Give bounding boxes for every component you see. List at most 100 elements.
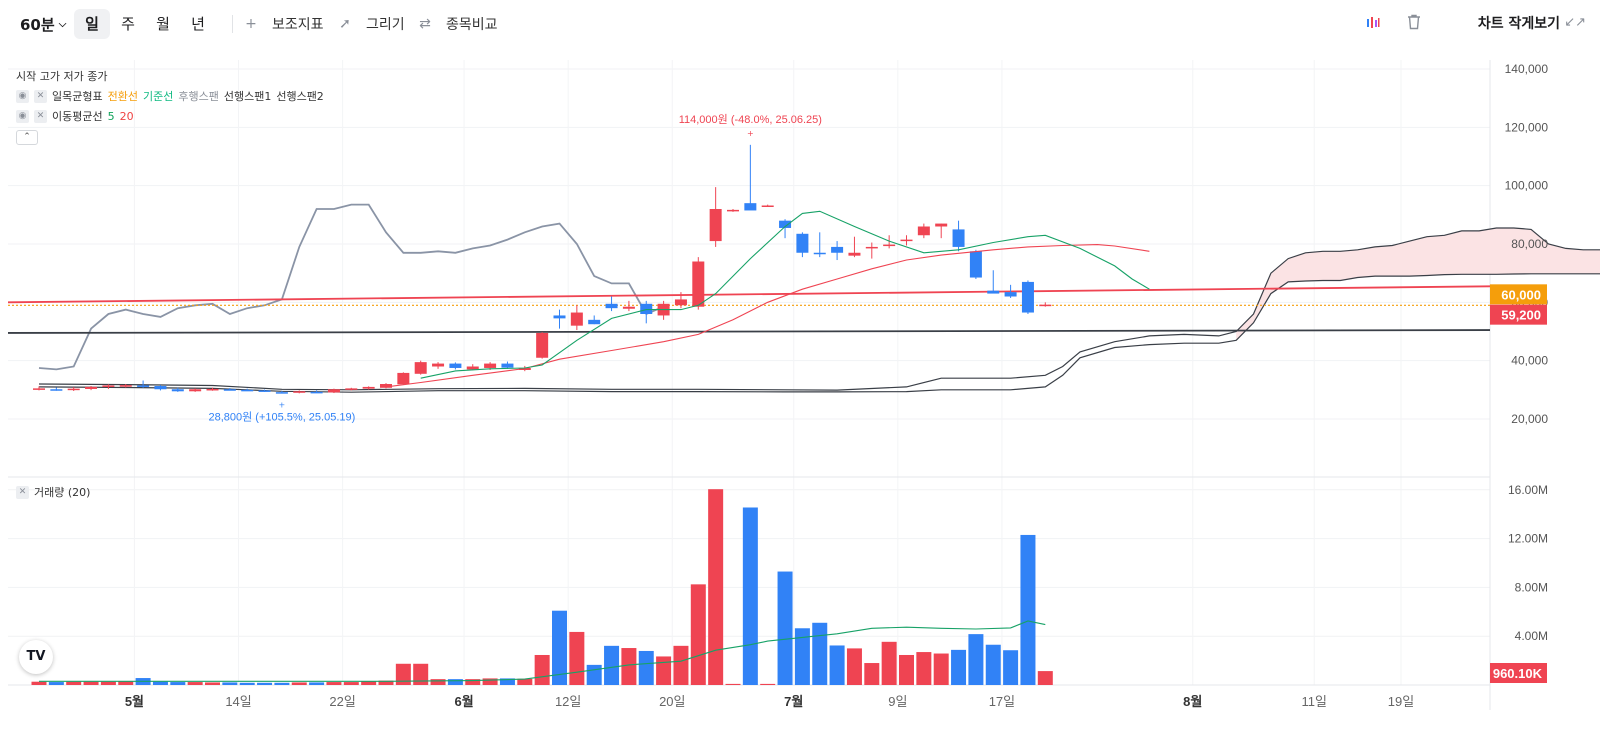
volume-bar: [378, 680, 394, 685]
volume-bar: [604, 645, 620, 685]
red-trend-line: [7, 285, 1491, 304]
candle-body: [935, 223, 948, 227]
candle-body: [50, 389, 63, 391]
chart-shrink-button[interactable]: 차트 작게보기: [1477, 16, 1560, 32]
volume-tag-bg: [1490, 663, 1547, 683]
chevron-down-icon: ⌵: [58, 18, 67, 30]
candle-body: [640, 303, 653, 314]
volume-bar: [846, 648, 862, 685]
candle-body: [900, 239, 913, 242]
compare-button[interactable]: ⇄ 종목비교: [418, 12, 498, 36]
volume-bar: [343, 682, 359, 685]
volume-tick-label: 12.00M: [1508, 532, 1548, 546]
candles: [33, 144, 1052, 394]
volume-bar: [656, 656, 672, 685]
volume-bar: [985, 644, 1001, 685]
volume-bar: [517, 678, 533, 685]
candle-body: [674, 299, 687, 306]
close-icon[interactable]: ✕: [34, 89, 47, 103]
candle-body: [449, 363, 462, 368]
volume-bar: [222, 682, 238, 685]
candle-body: [779, 220, 792, 228]
indicator-bars-icon[interactable]: [1364, 14, 1382, 34]
volume-legend: ✕ 거래량 (20): [16, 484, 95, 500]
ma20-line: [385, 244, 1150, 388]
candle-body: [1004, 292, 1017, 297]
volume-bar: [638, 650, 654, 685]
volume-bar: [534, 654, 550, 685]
low-price-annotation: 28,800원 (+105.5%, 25.05.19): [208, 410, 355, 423]
candle-body: [275, 392, 288, 394]
period-week-tab[interactable]: 주: [121, 15, 135, 33]
volume-bar: [586, 664, 602, 685]
candle-body: [987, 290, 1000, 294]
period-year-tab[interactable]: 년: [191, 15, 205, 33]
time-tick-label: 8월: [1183, 694, 1202, 709]
candle-body: [67, 388, 80, 391]
candle-body: [761, 205, 774, 207]
volume-bar: [794, 628, 810, 685]
volume-bar: [621, 648, 637, 685]
volume-label: 거래량 (20): [34, 486, 91, 499]
candle-body: [380, 384, 392, 388]
price-tick-label: 40,000: [1511, 354, 1548, 368]
candle-body: [865, 246, 878, 249]
legend-collapse-button[interactable]: ⌃: [16, 130, 38, 145]
draw-button[interactable]: ➚ 그리기: [338, 12, 405, 36]
pencil-icon: ➚: [339, 16, 351, 32]
period-month-tab[interactable]: 월: [156, 15, 170, 33]
candle-body: [952, 229, 965, 247]
volume-bar: [1037, 671, 1053, 685]
candle-body: [102, 385, 115, 387]
candle-body: [414, 362, 427, 374]
volume-bar: [916, 652, 932, 685]
period-day-tab[interactable]: 일: [74, 9, 110, 39]
compare-label: 종목비교: [446, 17, 498, 33]
volume-bar: [968, 634, 984, 685]
volume-bar: [777, 571, 793, 685]
shrink-icon[interactable]: ↙↗: [1564, 15, 1586, 30]
trash-icon[interactable]: [1405, 14, 1423, 34]
close-icon[interactable]: ✕: [34, 109, 47, 123]
time-tick-label: 14일: [225, 694, 251, 709]
high-marker: +: [747, 129, 754, 138]
candle-body: [727, 209, 739, 212]
price-tag-label: 60,000: [1501, 287, 1541, 302]
time-tick-label: 5월: [125, 694, 144, 709]
volume-bar: [413, 663, 429, 685]
dark-trend-line: [7, 329, 1491, 334]
volume-bar: [725, 683, 741, 685]
volume-bar: [395, 663, 411, 685]
close-icon[interactable]: ✕: [16, 485, 29, 499]
volume-bar: [430, 679, 446, 685]
candle-body: [831, 246, 844, 253]
ichimoku-conversion-label: 전환선: [107, 90, 138, 103]
time-tick-label: 6월: [454, 694, 473, 709]
ichimoku-legend: ◉ ✕ 일목균형표 전환선 기준선 후행스팬 선행스팬1 선행스팬2: [16, 88, 329, 104]
volume-bar: [170, 682, 186, 685]
eye-icon[interactable]: ◉: [16, 89, 29, 103]
candle-body: [969, 251, 982, 278]
time-tick-label: 20일: [659, 694, 685, 709]
candle-body: [362, 386, 375, 389]
volume-bar: [552, 610, 567, 685]
tradingview-logo[interactable]: TV: [19, 640, 53, 674]
candle-body: [466, 366, 479, 370]
volume-bar: [66, 681, 82, 685]
lagging-span-line: [38, 203, 664, 371]
eye-icon[interactable]: ◉: [16, 109, 29, 123]
volume-bar: [812, 622, 828, 685]
volume-bar: [239, 682, 255, 685]
interval-select[interactable]: 60분 ⌵: [20, 12, 66, 36]
time-tick-label: 17일: [989, 694, 1015, 709]
candle-body: [1039, 304, 1052, 307]
indicator-button[interactable]: + 보조지표: [244, 12, 323, 36]
volume-bar: [205, 682, 220, 685]
volume-tag-label: 960.10K: [1493, 666, 1543, 681]
candle-body: [484, 363, 497, 368]
candle-body: [553, 315, 566, 319]
volume-bar: [1020, 534, 1036, 685]
volume-bar: [361, 681, 377, 685]
candle-body: [744, 203, 757, 211]
